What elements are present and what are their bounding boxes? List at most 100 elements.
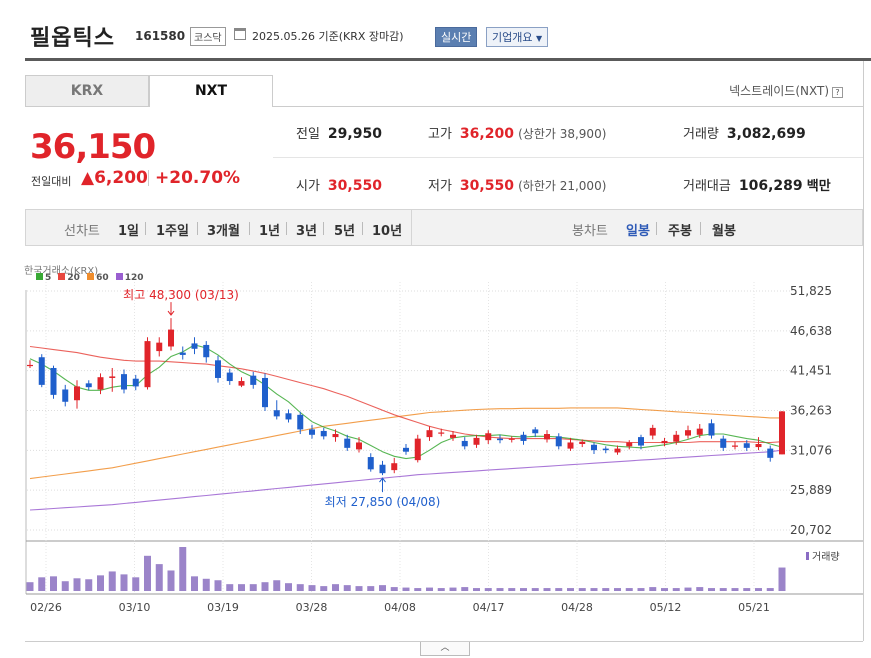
change-separator	[148, 170, 149, 186]
volume-bar	[343, 585, 351, 591]
volume-bar	[614, 588, 621, 591]
candle-body	[555, 436, 562, 447]
realtime-button[interactable]: 실시간	[435, 27, 478, 47]
volume-bar	[766, 588, 774, 591]
ma5-label: 5	[45, 273, 52, 283]
ma20-line	[29, 345, 783, 444]
candle-body	[473, 437, 480, 445]
volume-bar	[637, 588, 645, 591]
volume-bar	[26, 582, 34, 591]
ma20-swatch	[58, 273, 66, 280]
candle-body	[132, 378, 139, 387]
stat-amount-label: 거래대금	[683, 179, 731, 194]
volume-bar	[38, 577, 46, 591]
volume-bar	[226, 584, 234, 591]
ma60-swatch	[87, 273, 95, 280]
stat-prev-value: 29,950	[327, 126, 382, 142]
high-arrow-head	[167, 310, 175, 316]
volume-bar	[238, 584, 245, 591]
stat-lower-limit: (하한가 21,000)	[518, 179, 607, 193]
period-1y[interactable]: 1년	[259, 224, 281, 239]
x-tick-label: 04/08	[384, 601, 416, 614]
volume-bar	[132, 577, 140, 591]
candle-body	[379, 464, 386, 474]
volume-bar	[261, 582, 269, 591]
volume-bar	[743, 588, 751, 591]
volume-bar	[379, 585, 386, 591]
volume-bar	[543, 588, 551, 591]
candle-body	[121, 374, 127, 390]
candle-body	[614, 448, 621, 453]
candle-body	[673, 434, 680, 442]
candle-body	[732, 445, 738, 447]
help-icon[interactable]: ?	[832, 87, 843, 98]
period-10y[interactable]: 10년	[372, 224, 403, 239]
x-tick-label: 05/21	[738, 601, 770, 614]
y-tick-label: 25,889	[790, 483, 832, 497]
volume-bar	[320, 586, 328, 591]
period-3m[interactable]: 3개월	[207, 224, 240, 239]
stat-amount-value: 106,289	[738, 178, 803, 194]
candle-body	[755, 444, 762, 448]
current-price: 36,150	[30, 127, 156, 167]
candle-body	[414, 438, 421, 461]
volume-bar	[426, 587, 433, 591]
volume-bar	[578, 588, 586, 591]
stat-open: 시가 30,550	[296, 175, 382, 194]
volume-bar	[414, 588, 422, 591]
y-tick-label: 41,451	[790, 364, 832, 378]
panel-bottom-border	[25, 641, 863, 642]
volume-bar	[214, 580, 222, 591]
period-1d[interactable]: 1일	[118, 224, 140, 239]
candle-body	[638, 437, 644, 446]
tab-nxt[interactable]: NXT	[149, 75, 273, 107]
candle-body	[297, 414, 304, 430]
candle-body	[262, 377, 268, 408]
volume-bar	[778, 567, 786, 591]
volume-bar	[661, 588, 668, 591]
candle-body	[203, 344, 210, 358]
volume-bar	[249, 584, 257, 591]
volume-bar	[97, 575, 104, 591]
volume-legend-label: 거래량	[812, 551, 840, 563]
candle-body	[332, 434, 339, 438]
high-annotation: 최고 48,300 (03/13)	[123, 288, 239, 302]
candle-monthly[interactable]: 월봉	[712, 224, 736, 239]
tab-krx[interactable]: KRX	[25, 75, 149, 107]
stock-code: 161580	[135, 29, 186, 43]
candle-body	[309, 429, 315, 435]
chevron-up-icon: ︿	[440, 643, 450, 653]
collapse-button[interactable]: ︿	[420, 642, 470, 656]
x-tick-label: 03/19	[207, 601, 239, 614]
ma60-label: 60	[96, 273, 109, 283]
volume-bar	[755, 588, 762, 591]
dropdown-arrow-icon: ▼	[535, 34, 543, 43]
stat-divider	[273, 157, 863, 158]
candle-body	[156, 342, 163, 352]
stat-volume-label: 거래량	[683, 127, 719, 142]
candle-body	[767, 448, 774, 458]
exchange-name: 넥스트레이드(NXT)	[729, 84, 829, 98]
market-badge: 코스닥	[190, 27, 226, 46]
candle-body	[708, 423, 715, 436]
candle-weekly[interactable]: 주봉	[668, 224, 692, 239]
line-chart-label: 선차트	[64, 224, 100, 239]
period-3y[interactable]: 3년	[296, 224, 318, 239]
ma-legend: 5 20 60 120	[32, 273, 144, 283]
x-tick-label: 04/28	[561, 601, 593, 614]
candle-daily[interactable]: 일봉	[626, 224, 650, 239]
candle-body	[720, 438, 727, 448]
stat-high: 고가 36,200 (상한가 38,900)	[428, 123, 606, 142]
company-overview-button[interactable]: 기업개요 ▼	[486, 27, 549, 47]
change-label: 전일대비	[31, 175, 72, 188]
stat-prev-label: 전일	[296, 127, 320, 142]
period-1w[interactable]: 1주일	[156, 224, 189, 239]
candle-body	[391, 463, 398, 471]
stat-amount-unit: 백만	[806, 179, 831, 194]
volume-bar	[367, 586, 375, 591]
period-5y[interactable]: 5년	[334, 224, 356, 239]
candle-body	[579, 441, 586, 445]
y-tick-label: 36,263	[790, 404, 832, 418]
candle-body	[62, 389, 69, 402]
